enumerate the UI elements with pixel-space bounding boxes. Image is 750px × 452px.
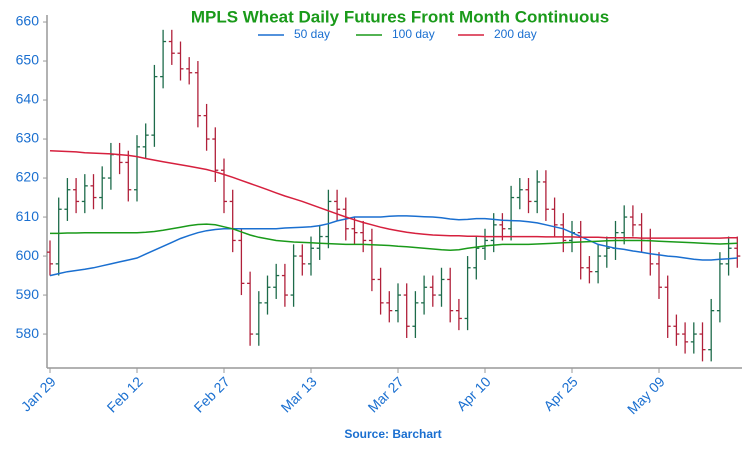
x-tick-label: May 09	[624, 373, 668, 417]
legend-label: 50 day	[294, 27, 330, 41]
legend-label: 200 day	[494, 27, 537, 41]
y-tick-label: 610	[16, 208, 40, 224]
y-tick-label: 660	[16, 13, 40, 29]
y-tick-label: 580	[16, 325, 40, 341]
source: Source: Barchart	[344, 427, 441, 441]
y-tick-label: 650	[16, 52, 40, 68]
y-tick-label: 620	[16, 169, 40, 185]
y-tick-label: 600	[16, 247, 40, 263]
y-tick-label: 630	[16, 130, 40, 146]
moving-average-line	[49, 149, 738, 239]
moving-average-line	[50, 223, 738, 251]
chart-title: MPLS Wheat Daily Futures Front Month Con…	[191, 7, 609, 26]
x-tick-label: Mar 13	[278, 373, 320, 415]
y-tick-label: 590	[16, 286, 40, 302]
x-tick-label: Mar 27	[365, 373, 407, 415]
x-tick-label: Jan 29	[18, 373, 59, 414]
x-tick-label: Apr 25	[540, 373, 581, 414]
x-tick-label: Feb 27	[191, 373, 233, 415]
legend-label: 100 day	[392, 27, 435, 41]
x-tick-label: Feb 12	[104, 373, 146, 415]
x-tick-label: Apr 10	[453, 373, 494, 414]
moving-average-line	[49, 215, 738, 277]
y-tick-label: 640	[16, 91, 40, 107]
